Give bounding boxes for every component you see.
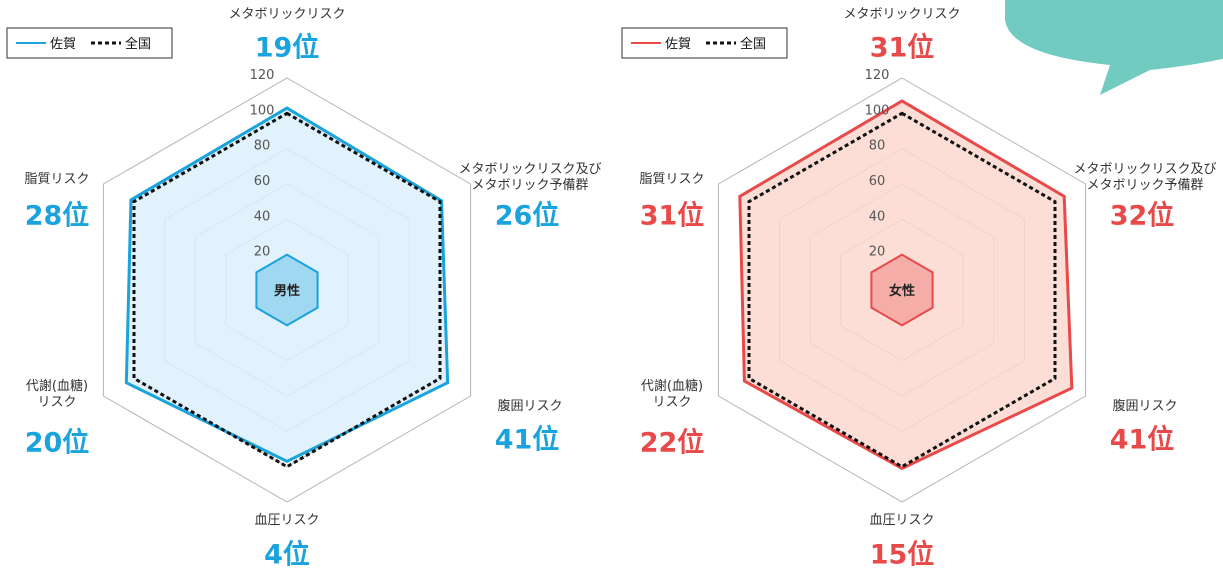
tick-label: 40 <box>869 209 886 224</box>
page: 男性 20 40 60 80 100 120 佐賀 全国女性 20 40 60 80 100 120 佐賀 全国… <box>0 0 1223 571</box>
axis-label: 脂質リスク <box>639 172 704 188</box>
axis-label: 代謝(血糖) リスク <box>641 379 703 411</box>
axis-label: メタボリックリスク <box>228 7 345 23</box>
tick-label: 100 <box>250 103 275 118</box>
rank-label: 19位 <box>255 26 320 65</box>
tick-label: 80 <box>254 139 271 154</box>
axis-label: メタボリックリスク及び メタボリック予備群 <box>458 162 601 194</box>
legend-label: 佐賀 <box>665 37 691 52</box>
rank-label: 15位 <box>870 533 935 571</box>
rank-label: 31位 <box>640 194 705 233</box>
rank-label: 28位 <box>25 194 90 233</box>
rank-label: 31位 <box>870 26 935 65</box>
tick-label: 40 <box>254 209 271 224</box>
chart: 男性 20 40 60 80 100 120 佐賀 全国女性 20 40 60 80 100 120 佐賀 全国 <box>0 0 1223 571</box>
speech-bubble <box>1005 0 1223 95</box>
axis-label: 腹囲リスク <box>497 399 562 415</box>
legend-label: 全国 <box>125 36 151 52</box>
rank-label: 4位 <box>264 533 310 571</box>
axis-label: 血圧リスク <box>869 513 934 529</box>
rank-label: 26位 <box>495 194 560 233</box>
axis-label: 代謝(血糖) リスク <box>26 379 88 411</box>
rank-label: 32位 <box>1110 194 1175 233</box>
tick-label: 120 <box>250 68 275 83</box>
tick-label: 20 <box>869 245 886 260</box>
tick-label: 20 <box>254 245 271 260</box>
tick-label: 80 <box>869 139 886 154</box>
legend-label: 佐賀 <box>50 37 76 52</box>
rank-label: 20位 <box>25 421 90 460</box>
axis-label: 腹囲リスク <box>1112 399 1177 415</box>
rank-label: 22位 <box>640 421 705 460</box>
axis-label: 血圧リスク <box>254 513 319 529</box>
axis-label: メタボリックリスク及び メタボリック予備群 <box>1073 162 1216 194</box>
rank-label: 41位 <box>1110 418 1175 457</box>
center-label: 男性 <box>274 283 300 299</box>
legend-label: 全国 <box>740 36 766 52</box>
tick-label: 100 <box>865 103 890 118</box>
tick-label: 60 <box>254 174 271 189</box>
tick-label: 60 <box>869 174 886 189</box>
axis-label: 脂質リスク <box>24 172 89 188</box>
axis-label: メタボリックリスク <box>843 7 960 23</box>
rank-label: 41位 <box>495 418 560 457</box>
center-label: 女性 <box>889 283 915 299</box>
tick-label: 120 <box>865 68 890 83</box>
